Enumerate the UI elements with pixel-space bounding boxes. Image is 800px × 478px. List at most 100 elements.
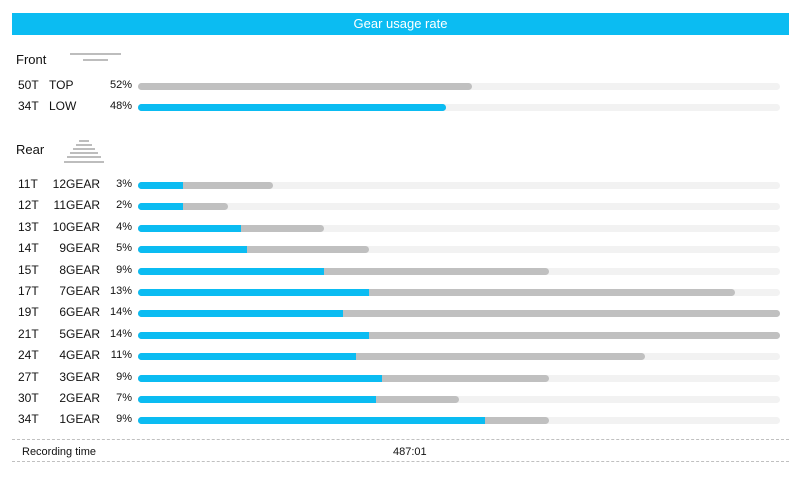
gear-teeth: 14T — [18, 241, 39, 256]
usage-bar-track — [138, 104, 780, 111]
usage-bar — [138, 267, 549, 275]
usage-bar-track — [138, 353, 780, 361]
gear-name: 8GEAR — [59, 262, 100, 277]
usage-bar-fill — [138, 246, 247, 254]
usage-bar — [138, 289, 735, 296]
rear-gear-row: 30T 2GEAR 7% — [0, 388, 800, 409]
usage-bar-fill — [138, 417, 485, 425]
usage-bar — [138, 396, 459, 403]
footer-top-divider — [12, 439, 789, 440]
gear-teeth: 21T — [18, 326, 39, 341]
usage-bar — [138, 203, 228, 211]
gear-teeth: 30T — [18, 391, 39, 405]
usage-bar — [138, 310, 780, 318]
page-title: Gear usage rate — [12, 13, 789, 35]
gear-teeth: 24T — [18, 348, 39, 363]
rear-gear-row: 27T 3GEAR 9% — [0, 367, 800, 388]
usage-bar — [138, 83, 472, 90]
usage-bar-fill — [138, 374, 382, 382]
gear-name: 6GEAR — [59, 305, 100, 320]
usage-bar — [138, 104, 446, 111]
gear-teeth: 12T — [18, 198, 39, 213]
usage-percent: 14% — [109, 306, 132, 319]
gear-teeth: 34T — [18, 99, 39, 113]
gear-name: 3GEAR — [59, 369, 100, 384]
usage-bar — [138, 224, 324, 232]
recording-time-label: Recording time — [22, 446, 96, 458]
gear-name: 4GEAR — [59, 348, 100, 363]
gear-name: 11GEAR — [53, 198, 100, 213]
usage-bar — [138, 331, 780, 339]
usage-bar-fill — [138, 267, 324, 275]
gear-name: TOP — [49, 78, 74, 92]
usage-bar-fill — [138, 353, 356, 361]
usage-bar-track — [138, 182, 780, 189]
usage-bar-track — [138, 417, 780, 425]
usage-percent: 14% — [109, 327, 132, 340]
usage-percent: 9% — [116, 413, 132, 426]
usage-bar-fill — [138, 396, 376, 403]
gear-teeth: 15T — [18, 262, 39, 277]
gear-teeth: 11T — [18, 177, 38, 191]
rear-gear-row: 12T 11GEAR 2% — [0, 195, 800, 216]
usage-bar-track — [138, 267, 780, 275]
usage-percent: 9% — [116, 370, 132, 383]
rear-gear-row: 34T 1GEAR 9% — [0, 409, 800, 430]
rear-gear-row: 17T 7GEAR 13% — [0, 281, 800, 302]
usage-percent: 4% — [116, 220, 132, 233]
gear-name: LOW — [49, 99, 77, 113]
gear-name: 5GEAR — [59, 326, 100, 341]
usage-bar-track — [138, 289, 780, 296]
usage-percent: 9% — [116, 263, 132, 276]
gear-teeth: 19T — [18, 305, 39, 320]
rear-gear-row: 19T 6GEAR 14% — [0, 302, 800, 323]
rear-gear-row: 15T 8GEAR 9% — [0, 260, 800, 281]
usage-bar-fill — [138, 310, 343, 318]
usage-bar — [138, 353, 645, 361]
usage-bar-track — [138, 203, 780, 211]
rear-gear-row: 13T 10GEAR 4% — [0, 217, 800, 238]
usage-percent: 52% — [109, 79, 132, 91]
usage-bar-fill — [138, 224, 241, 232]
usage-bar-fill — [138, 289, 369, 296]
usage-bar-fill — [138, 203, 183, 211]
gear-name: 2GEAR — [59, 391, 100, 405]
front-section-label: Front — [16, 52, 47, 67]
usage-bar-fill — [138, 104, 446, 111]
usage-percent: 3% — [116, 178, 132, 190]
usage-bar-track — [138, 310, 780, 318]
rear-section-label: Rear — [16, 142, 45, 157]
usage-bar-track — [138, 374, 780, 382]
front-gear-row: 34T LOW 48% — [0, 96, 800, 117]
chainring-icon — [70, 52, 122, 64]
rear-gear-row: 11T 12GEAR 3% — [0, 174, 800, 195]
usage-bar-track — [138, 83, 780, 90]
usage-bar — [138, 374, 549, 382]
usage-percent: 48% — [109, 100, 132, 112]
usage-bar — [138, 182, 273, 189]
usage-bar — [138, 246, 369, 254]
rear-gear-row: 21T 5GEAR 14% — [0, 324, 800, 345]
usage-percent: 5% — [116, 242, 132, 255]
gear-teeth: 17T — [18, 284, 39, 298]
recording-time-value: 487:01 — [393, 446, 427, 458]
rear-gear-row: 14T 9GEAR 5% — [0, 238, 800, 259]
usage-percent: 7% — [116, 392, 132, 404]
gear-name: 1GEAR — [59, 412, 100, 427]
gear-teeth: 50T — [18, 78, 39, 92]
usage-bar-track — [138, 224, 780, 232]
gear-teeth: 13T — [18, 219, 39, 234]
usage-bar-fill — [138, 182, 183, 189]
front-gear-row: 50T TOP 52% — [0, 75, 800, 96]
usage-percent: 11% — [110, 349, 132, 362]
usage-bar-track — [138, 396, 780, 403]
footer-bottom-divider — [12, 461, 789, 462]
usage-bar-track — [138, 246, 780, 254]
usage-percent: 2% — [116, 199, 132, 212]
gear-name: 9GEAR — [59, 241, 100, 256]
gear-name: 12GEAR — [52, 177, 100, 191]
usage-bar-track — [138, 331, 780, 339]
rear-gear-row: 24T 4GEAR 11% — [0, 345, 800, 366]
gear-teeth: 27T — [18, 369, 39, 384]
cassette-icon — [64, 140, 106, 164]
